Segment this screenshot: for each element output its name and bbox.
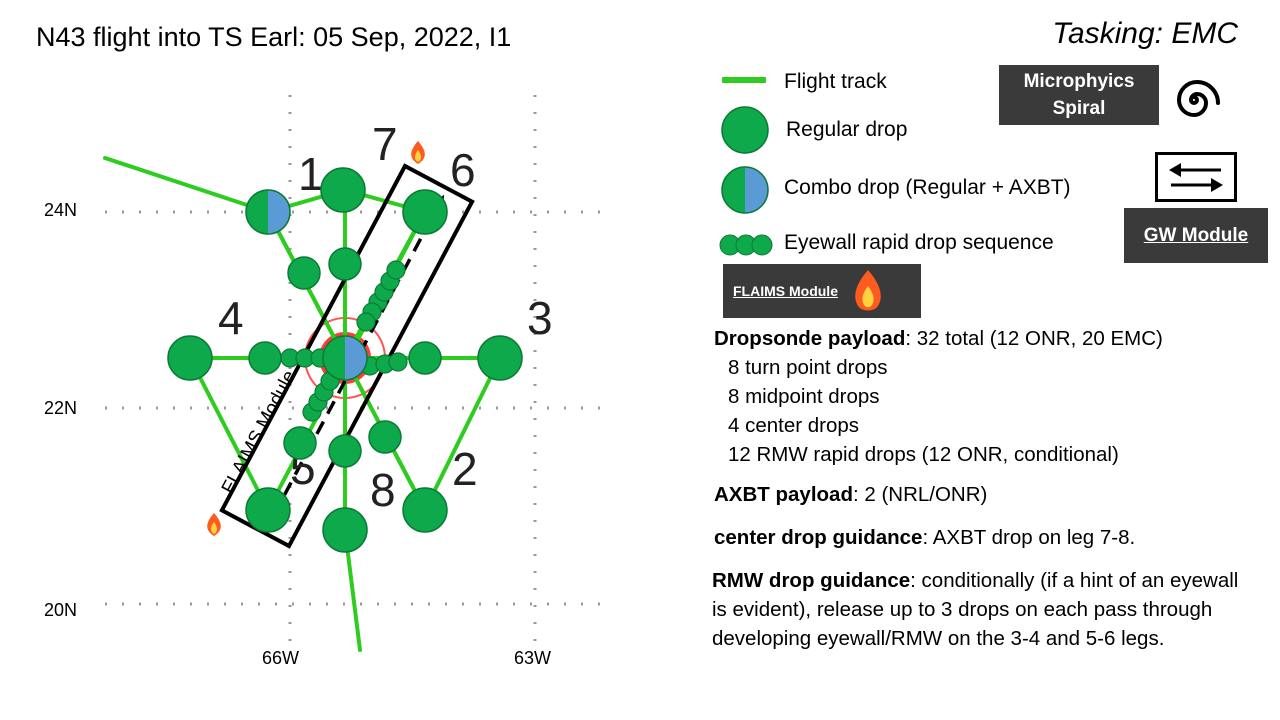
microphysics-spiral-label: Microphyics Spiral <box>1023 71 1135 119</box>
eyewall-sequence-swatch <box>719 234 773 256</box>
flaims-module-box: FLAIMS Module <box>723 264 921 318</box>
flaims-module-label: FLAIMS Module <box>733 283 838 299</box>
legend-flight-track: Flight track <box>784 70 887 93</box>
payload-line-turn-point: 8 turn point drops <box>728 356 888 379</box>
regular-drops <box>167 167 523 553</box>
axbt-payload-label: AXBT payload <box>714 483 853 506</box>
flight-pattern-map: FLAIMS Module 1 2 3 4 5 6 7 8 <box>103 95 600 652</box>
point-label-2: 2 <box>452 443 478 495</box>
center-drop-guidance: center drop guidance: AXBT drop on leg 7… <box>714 523 1135 552</box>
swap-arrows-icon <box>1155 152 1237 202</box>
flight-track-swatch <box>722 77 766 83</box>
lon-label-66w: 66W <box>262 648 300 668</box>
regular-drop-swatch <box>721 106 769 154</box>
point-label-1: 1 <box>298 148 324 200</box>
combo-drop-swatch <box>721 166 769 214</box>
rmw-drop-guidance: RMW drop guidance: conditionally (if a h… <box>712 566 1252 653</box>
gw-module-label: GW Module <box>1143 224 1249 246</box>
combo-drop-center <box>322 335 368 381</box>
axbt-payload: AXBT payload: 2 (NRL/ONR) <box>714 480 987 509</box>
page-title: N43 flight into TS Earl: 05 Sep, 2022, I… <box>36 22 512 52</box>
gw-module-box: GW Module <box>1124 208 1268 263</box>
lat-label-22n: 22N <box>44 398 78 418</box>
microphysics-spiral-box: Microphyics Spiral <box>999 65 1159 125</box>
spiral-icon <box>1176 79 1220 118</box>
flame-icon <box>207 513 221 536</box>
payload-line-rmw: 12 RMW rapid drops (12 ONR, conditional) <box>728 443 1119 466</box>
point-label-4: 4 <box>218 292 244 344</box>
center-drop-guidance-label: center drop guidance <box>714 526 923 549</box>
rmw-drop-guidance-value: : conditionally (if a hint of an eyewall… <box>712 569 1239 650</box>
payload-line-midpoint: 8 midpoint drops <box>728 385 880 408</box>
combo-drop-1 <box>245 189 291 235</box>
axbt-payload-value: : 2 (NRL/ONR) <box>852 483 988 506</box>
point-labels: 1 2 3 4 5 6 7 8 <box>218 118 553 516</box>
flame-icon <box>411 141 425 164</box>
payload-line-center: 4 center drops <box>728 414 860 437</box>
legend-regular-drop: Regular drop <box>786 118 908 141</box>
flight-track <box>103 156 502 652</box>
tasking-label: Tasking: EMC <box>1052 17 1238 50</box>
dropsonde-payload-value: : 32 total (12 ONR, 20 EMC) <box>905 327 1163 350</box>
dropsonde-payload: Dropsonde payload: 32 total (12 ONR, 20 … <box>714 324 1163 469</box>
center-drop-guidance-value: : AXBT drop on leg 7-8. <box>922 526 1136 549</box>
point-label-3: 3 <box>527 292 553 344</box>
dropsonde-payload-label: Dropsonde payload <box>714 327 906 350</box>
flame-icon <box>855 270 881 311</box>
lat-label-24n: 24N <box>44 200 78 220</box>
point-label-7: 7 <box>372 118 398 170</box>
point-label-6: 6 <box>450 144 476 196</box>
lat-label-20n: 20N <box>44 600 78 620</box>
legend-combo-drop: Combo drop (Regular + AXBT) <box>784 176 1071 199</box>
lon-label-63w: 63W <box>514 648 552 668</box>
legend-eyewall-sequence: Eyewall rapid drop sequence <box>784 231 1054 254</box>
rmw-drop-guidance-label: RMW drop guidance <box>712 569 911 592</box>
point-label-8: 8 <box>370 464 396 516</box>
